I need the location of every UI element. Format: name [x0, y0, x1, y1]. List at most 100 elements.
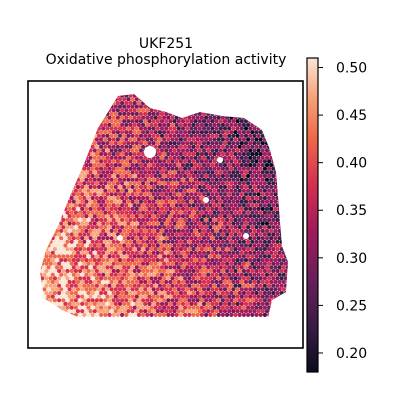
spot: [78, 254, 83, 259]
spot: [243, 250, 249, 255]
spot: [40, 144, 41, 149]
spot: [264, 301, 270, 306]
spot: [67, 206, 72, 211]
spot: [212, 181, 217, 186]
spot: [210, 104, 215, 109]
spot: [237, 305, 242, 310]
spot: [75, 243, 81, 248]
spot: [241, 130, 246, 135]
spot: [126, 221, 131, 226]
spot: [84, 119, 89, 124]
spot: [246, 276, 251, 281]
spot: [206, 272, 211, 277]
spot: [227, 133, 232, 138]
spot: [130, 184, 135, 190]
spot: [214, 228, 219, 233]
spot: [170, 188, 175, 193]
spot: [96, 228, 102, 233]
spot: [229, 247, 234, 252]
spot: [273, 301, 278, 306]
spot: [147, 243, 152, 248]
spot: [193, 141, 198, 146]
spot: [75, 265, 81, 270]
spot: [237, 144, 242, 149]
spot: [82, 312, 87, 317]
spot: [214, 279, 219, 285]
spot: [172, 111, 177, 116]
spot: [126, 163, 131, 168]
spot: [176, 192, 181, 197]
spot: [183, 100, 188, 106]
spot: [216, 115, 221, 120]
spot: [210, 133, 215, 138]
spot: [208, 144, 213, 149]
spot: [78, 203, 83, 208]
spot: [174, 152, 179, 157]
spot: [149, 239, 154, 244]
spot: [132, 247, 137, 252]
spot: [63, 199, 68, 204]
spot: [151, 104, 156, 109]
spot: [256, 94, 261, 95]
spot: [262, 312, 267, 317]
spot: [42, 236, 47, 241]
spot: [180, 250, 186, 255]
spot: [54, 294, 60, 299]
spot: [269, 184, 274, 190]
spot: [199, 290, 204, 296]
spot: [256, 148, 261, 153]
spot: [174, 261, 179, 266]
spot: [113, 301, 118, 306]
spot: [279, 247, 284, 252]
spot: [195, 254, 200, 259]
spot: [269, 250, 274, 255]
spot: [269, 258, 274, 263]
spot: [292, 211, 296, 215]
spot: [128, 122, 133, 127]
spot: [299, 251, 303, 255]
spot: [132, 94, 137, 98]
spot: [153, 159, 158, 164]
spot: [99, 225, 104, 230]
spot: [248, 94, 253, 95]
spot: [101, 272, 106, 277]
spot: [275, 152, 280, 157]
spot: [111, 239, 116, 244]
spot: [78, 94, 83, 98]
spot: [271, 94, 276, 98]
spot: [65, 268, 70, 274]
spot: [218, 228, 223, 233]
spot: [252, 177, 257, 182]
spot: [44, 181, 49, 186]
spot: [264, 170, 270, 175]
spot: [185, 111, 190, 116]
spot: [214, 272, 219, 277]
spot: [216, 232, 221, 237]
spot: [231, 94, 236, 95]
spot: [275, 210, 280, 215]
spot: [246, 188, 251, 193]
spot: [54, 155, 60, 160]
spot: [130, 170, 135, 175]
spot: [80, 126, 85, 131]
spot: [285, 94, 288, 95]
spot: [189, 287, 194, 292]
spot: [185, 243, 190, 248]
spot: [180, 177, 186, 182]
spot: [67, 163, 72, 168]
spot: [176, 94, 181, 95]
spot: [262, 130, 267, 135]
spot: [124, 122, 129, 127]
spot: [227, 170, 232, 175]
spot: [229, 152, 234, 157]
spot: [185, 94, 190, 95]
spot: [153, 144, 158, 149]
spot: [73, 217, 78, 222]
spot: [99, 181, 104, 186]
spot: [262, 195, 267, 201]
tissue-gap: [117, 235, 123, 241]
spot: [220, 100, 225, 106]
spot: [208, 254, 213, 259]
spot: [214, 184, 219, 190]
spot: [290, 251, 294, 255]
